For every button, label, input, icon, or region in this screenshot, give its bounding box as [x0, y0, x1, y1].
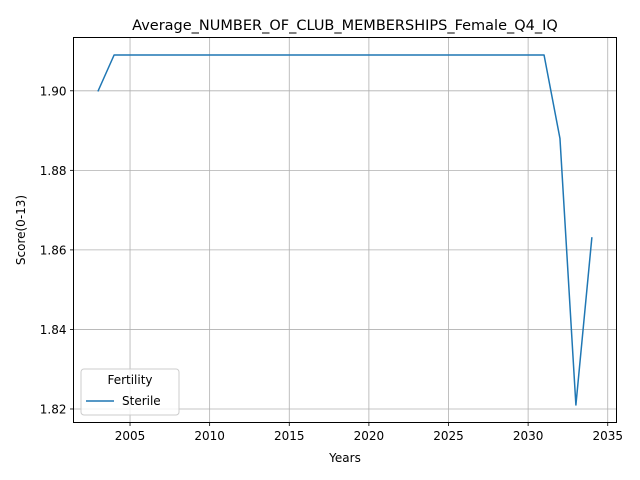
plot-frame [73, 37, 617, 423]
x-tick-label: 2020 [354, 429, 385, 443]
y-axis-label: Score(0-13) [14, 195, 28, 265]
x-axis-label: Years [328, 451, 361, 465]
y-tick-label: 1.90 [40, 84, 67, 98]
y-tick-label: 1.82 [40, 402, 67, 416]
x-tick-label: 2015 [274, 429, 305, 443]
axis-ticks: 2005 2010 2015 2020 2025 2030 2035 1.82 1.84 1.86… [40, 84, 623, 443]
y-tick-label: 1.86 [40, 243, 67, 257]
legend-title: Fertility [107, 373, 152, 387]
y-tick-label: 1.84 [40, 323, 67, 337]
x-tick-label: 2035 [592, 429, 623, 443]
x-tick-label: 2030 [513, 429, 544, 443]
x-tick-label: 2025 [433, 429, 464, 443]
series-line-sterile [97, 54, 593, 406]
series-layer [97, 54, 593, 406]
legend-label-sterile: Sterile [122, 394, 161, 408]
chart-title: Average_NUMBER_OF_CLUB_MEMBERSHIPS_Femal… [132, 18, 558, 34]
y-tick-label: 1.88 [40, 164, 67, 178]
legend: Fertility Sterile [80, 368, 180, 416]
x-tick-label: 2010 [194, 429, 225, 443]
legend-box [80, 368, 180, 416]
x-tick-label: 2005 [115, 429, 146, 443]
